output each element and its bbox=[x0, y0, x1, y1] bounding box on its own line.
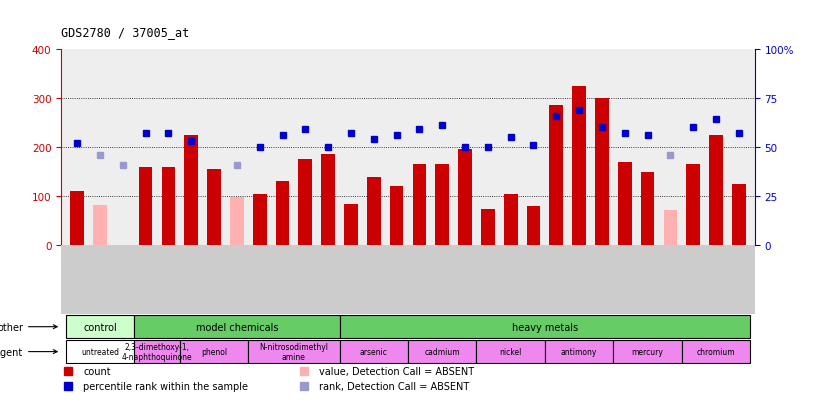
Text: percentile rank within the sample: percentile rank within the sample bbox=[83, 382, 248, 392]
Bar bbox=[139, 167, 153, 246]
Text: nickel: nickel bbox=[499, 347, 522, 356]
Bar bbox=[134, 316, 339, 338]
Bar bbox=[184, 135, 198, 246]
Bar bbox=[367, 177, 380, 246]
Text: N-nitrosodimethyl
amine: N-nitrosodimethyl amine bbox=[259, 342, 328, 361]
Text: other: other bbox=[0, 322, 57, 332]
Bar bbox=[299, 160, 313, 246]
Bar bbox=[663, 211, 677, 246]
Bar bbox=[436, 165, 449, 246]
Bar bbox=[230, 198, 244, 246]
Bar bbox=[572, 86, 586, 246]
Bar bbox=[614, 341, 682, 363]
Bar bbox=[641, 172, 654, 246]
Text: rank, Detection Call = ABSENT: rank, Detection Call = ABSENT bbox=[319, 382, 469, 392]
Bar bbox=[545, 341, 614, 363]
Bar bbox=[253, 194, 267, 246]
Text: untreated: untreated bbox=[81, 347, 119, 356]
Bar bbox=[682, 341, 750, 363]
Text: count: count bbox=[83, 366, 111, 377]
Bar bbox=[618, 162, 632, 246]
Text: value, Detection Call = ABSENT: value, Detection Call = ABSENT bbox=[319, 366, 474, 377]
Bar bbox=[526, 206, 540, 246]
Text: 2,3-dimethoxy-1,
4-naphthoquinone: 2,3-dimethoxy-1, 4-naphthoquinone bbox=[122, 342, 193, 361]
Bar bbox=[595, 99, 609, 246]
Bar bbox=[503, 194, 517, 246]
Text: GDS2780 / 37005_at: GDS2780 / 37005_at bbox=[61, 26, 189, 39]
Bar bbox=[276, 182, 290, 246]
Bar bbox=[709, 135, 723, 246]
Text: phenol: phenol bbox=[201, 347, 227, 356]
Bar bbox=[549, 106, 563, 246]
Bar bbox=[339, 341, 408, 363]
Bar bbox=[390, 187, 403, 246]
Text: heavy metals: heavy metals bbox=[512, 322, 578, 332]
Bar bbox=[180, 341, 248, 363]
Text: agent: agent bbox=[0, 347, 57, 357]
Bar bbox=[481, 209, 494, 246]
Bar bbox=[207, 170, 221, 246]
Bar bbox=[686, 165, 700, 246]
Text: arsenic: arsenic bbox=[360, 347, 388, 356]
Text: control: control bbox=[83, 322, 117, 332]
Bar bbox=[162, 167, 175, 246]
Text: antimony: antimony bbox=[561, 347, 597, 356]
Bar bbox=[459, 150, 472, 246]
Bar bbox=[93, 206, 107, 246]
Bar bbox=[248, 341, 339, 363]
Bar bbox=[344, 204, 357, 246]
Text: chromium: chromium bbox=[697, 347, 735, 356]
Bar bbox=[322, 155, 335, 246]
Bar bbox=[66, 341, 134, 363]
Text: model chemicals: model chemicals bbox=[196, 322, 278, 332]
Bar bbox=[339, 316, 750, 338]
Text: mercury: mercury bbox=[632, 347, 663, 356]
Bar bbox=[413, 165, 426, 246]
Bar bbox=[66, 316, 134, 338]
Text: cadmium: cadmium bbox=[424, 347, 460, 356]
Bar bbox=[477, 341, 545, 363]
Bar bbox=[134, 341, 180, 363]
Bar bbox=[70, 192, 84, 246]
Bar bbox=[732, 185, 746, 246]
Bar bbox=[408, 341, 477, 363]
